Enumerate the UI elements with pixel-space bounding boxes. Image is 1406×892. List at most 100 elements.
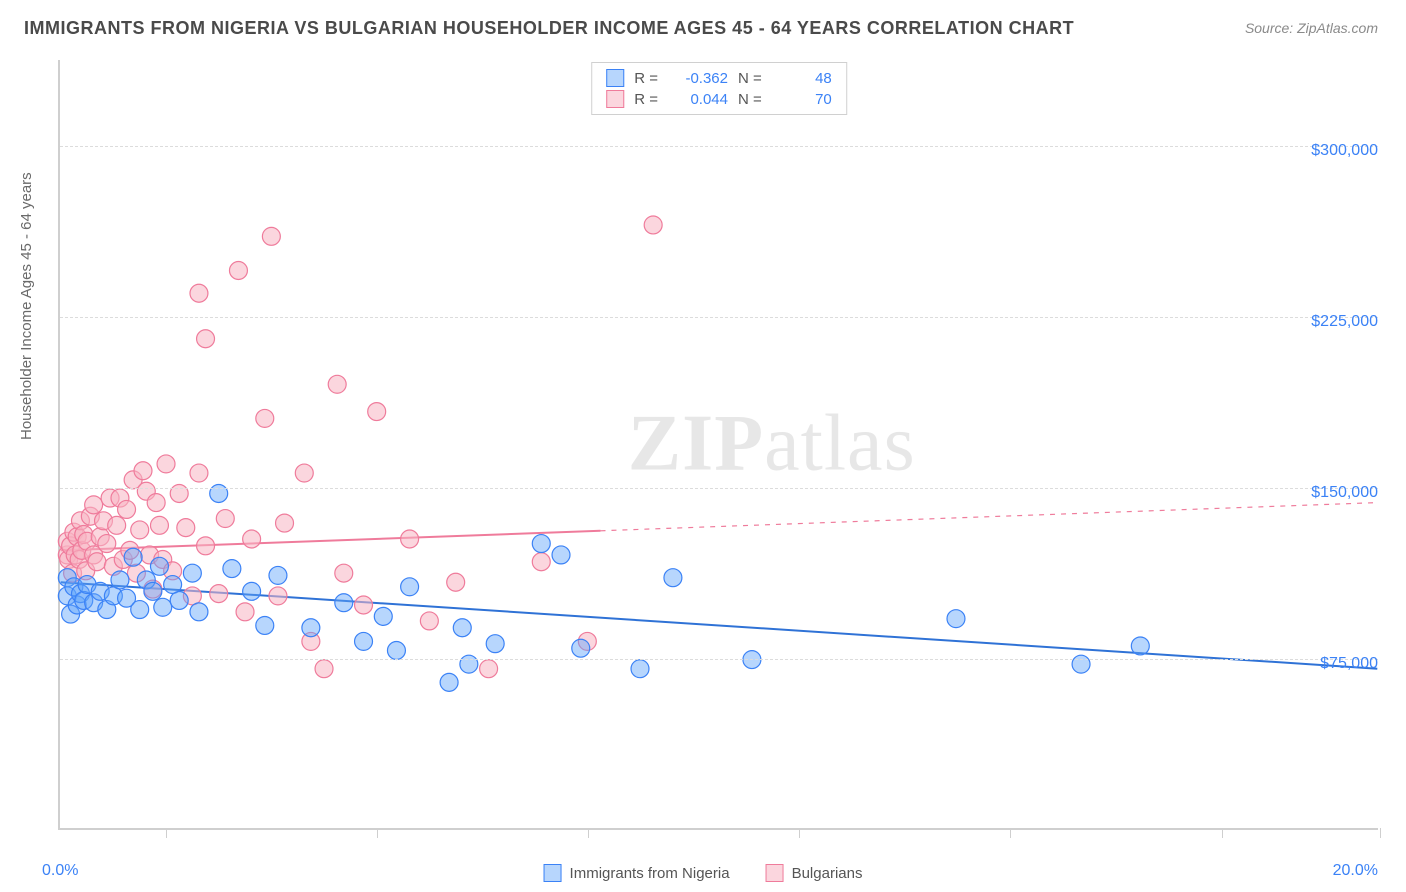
data-point: [355, 632, 373, 650]
data-point: [572, 639, 590, 657]
data-point: [118, 500, 136, 518]
swatch-bulgarians: [606, 90, 624, 108]
swatch-nigeria: [606, 69, 624, 87]
data-point: [453, 619, 471, 637]
data-point: [387, 642, 405, 660]
x-tick: [1222, 828, 1223, 838]
data-point: [190, 464, 208, 482]
gridline: [60, 317, 1378, 318]
data-point: [177, 519, 195, 537]
y-tick-label: $225,000: [1311, 313, 1378, 331]
x-tick: [377, 828, 378, 838]
data-point: [269, 566, 287, 584]
plot-area: ZIPatlas R = -0.362 N = 48 R = 0.044 N =…: [58, 60, 1378, 830]
data-point: [111, 571, 129, 589]
data-point: [150, 557, 168, 575]
correlation-legend: R = -0.362 N = 48 R = 0.044 N = 70: [591, 62, 847, 115]
data-point: [1072, 655, 1090, 673]
data-point: [440, 673, 458, 691]
data-point: [210, 585, 228, 603]
data-point: [144, 582, 162, 600]
gridline: [60, 488, 1378, 489]
data-point: [229, 262, 247, 280]
correlation-chart: IMMIGRANTS FROM NIGERIA VS BULGARIAN HOU…: [0, 0, 1406, 892]
data-point: [147, 494, 165, 512]
data-point: [164, 576, 182, 594]
data-point: [447, 573, 465, 591]
legend-row-nigeria: R = -0.362 N = 48: [606, 69, 832, 87]
data-point: [85, 496, 103, 514]
data-point: [295, 464, 313, 482]
data-point: [88, 553, 106, 571]
data-point: [335, 594, 353, 612]
data-point: [223, 560, 241, 578]
data-point: [190, 603, 208, 621]
data-point: [532, 535, 550, 553]
data-point: [190, 284, 208, 302]
data-point: [256, 409, 274, 427]
data-point: [276, 514, 294, 532]
data-point: [243, 530, 261, 548]
x-tick: [1380, 828, 1381, 838]
data-point: [664, 569, 682, 587]
y-tick-label: $300,000: [1311, 142, 1378, 160]
data-point: [460, 655, 478, 673]
y-tick-label: $150,000: [1311, 484, 1378, 502]
data-point: [183, 564, 201, 582]
data-point: [532, 553, 550, 571]
data-point: [157, 455, 175, 473]
chart-title: IMMIGRANTS FROM NIGERIA VS BULGARIAN HOU…: [24, 18, 1074, 39]
data-point: [170, 591, 188, 609]
data-point: [108, 516, 126, 534]
x-tick: [166, 828, 167, 838]
data-point: [315, 660, 333, 678]
data-point: [131, 601, 149, 619]
data-point: [124, 548, 142, 566]
data-point: [243, 582, 261, 600]
data-point: [216, 510, 234, 528]
data-point: [420, 612, 438, 630]
data-point: [552, 546, 570, 564]
gridline: [60, 146, 1378, 147]
swatch-bulgarians: [766, 864, 784, 882]
data-point: [98, 535, 116, 553]
data-point: [197, 537, 215, 555]
data-point: [197, 330, 215, 348]
data-point: [947, 610, 965, 628]
scatter-points: [60, 60, 1378, 828]
gridline: [60, 659, 1378, 660]
data-point: [374, 607, 392, 625]
x-axis-min-label: 0.0%: [42, 862, 78, 880]
series-legend: Immigrants from Nigeria Bulgarians: [544, 864, 863, 882]
data-point: [256, 616, 274, 634]
data-point: [401, 530, 419, 548]
x-tick: [799, 828, 800, 838]
data-point: [150, 516, 168, 534]
data-point: [131, 521, 149, 539]
data-point: [401, 578, 419, 596]
data-point: [644, 216, 662, 234]
x-tick: [588, 828, 589, 838]
legend-item-nigeria: Immigrants from Nigeria: [544, 864, 730, 882]
data-point: [355, 596, 373, 614]
chart-source: Source: ZipAtlas.com: [1245, 20, 1378, 36]
swatch-nigeria: [544, 864, 562, 882]
data-point: [154, 598, 172, 616]
data-point: [269, 587, 287, 605]
x-tick: [1010, 828, 1011, 838]
data-point: [480, 660, 498, 678]
data-point: [335, 564, 353, 582]
y-tick-label: $75,000: [1320, 655, 1378, 673]
data-point: [302, 619, 320, 637]
data-point: [368, 403, 386, 421]
data-point: [236, 603, 254, 621]
data-point: [631, 660, 649, 678]
data-point: [486, 635, 504, 653]
data-point: [134, 462, 152, 480]
y-axis-label: Householder Income Ages 45 - 64 years: [18, 172, 35, 440]
x-axis-max-label: 20.0%: [1333, 862, 1378, 880]
data-point: [1131, 637, 1149, 655]
data-point: [328, 375, 346, 393]
legend-row-bulgarians: R = 0.044 N = 70: [606, 90, 832, 108]
legend-item-bulgarians: Bulgarians: [766, 864, 863, 882]
